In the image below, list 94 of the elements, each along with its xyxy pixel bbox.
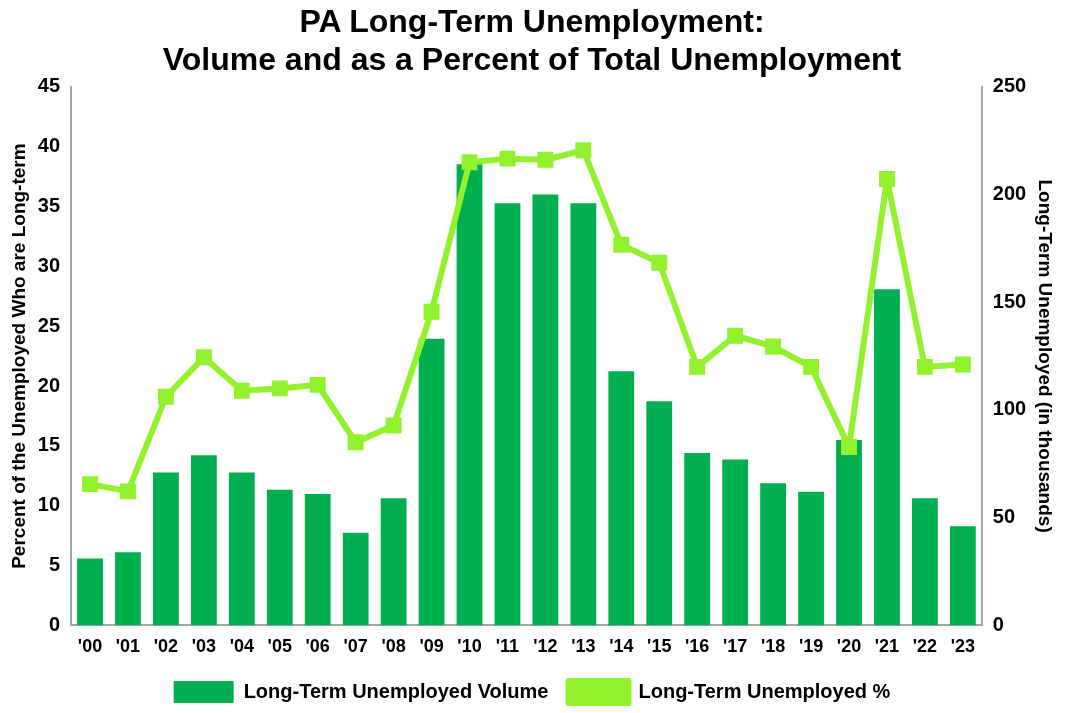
x-tick-label: '23 [950,636,976,657]
y2-tick-label: 100 [992,397,1027,420]
x-tick-label: '09 [419,636,444,657]
point [195,349,212,366]
point [916,358,933,375]
point [499,150,516,167]
x-tick-label: '05 [267,636,292,657]
y2-tick-label: 250 [992,74,1027,97]
x-tick-label: '21 [874,636,900,657]
text: PA Long-Term Unemployment: [299,3,765,40]
point [120,483,136,500]
legend-label: Long-Term Unemployed % [638,679,891,702]
bar [266,489,293,626]
y-tick-label: 30 [37,253,61,276]
x-tick-label: '17 [723,636,748,657]
x-tick-label: '20 [836,636,862,657]
point [689,358,706,375]
point [385,417,402,434]
point [765,338,782,355]
y-tick-label: 20 [37,373,61,396]
legend-label: Long-Term Unemployed Volume [243,679,549,702]
point [82,476,98,493]
bar [798,491,824,626]
x-tick-label: '12 [533,636,558,657]
x-tick-label: '02 [153,636,179,657]
point [879,171,895,187]
point [727,327,744,344]
x-tick-label: '07 [343,636,368,657]
bar [456,164,483,626]
x-tick-label: '00 [77,636,103,657]
x-tick-label: '15 [647,636,672,657]
bar [760,483,787,626]
x-tick-label: '03 [191,636,217,657]
point [233,382,250,399]
point [803,358,820,375]
x-tick-label: '13 [571,636,596,657]
y2-tick-label: 0 [992,612,1004,635]
bar [532,194,559,626]
y-tick-label: 10 [37,493,61,516]
x-tick-label: '08 [381,636,406,657]
x-tick-label: '11 [495,636,520,657]
y-axis-title: Percent of the Unemployed Who are Long-term [7,143,29,569]
x-tick-label: '06 [305,636,330,657]
bar [874,289,900,626]
bar [418,338,445,626]
bar [494,203,521,626]
x-tick-label: '04 [229,636,254,657]
x-tick-label: '18 [760,636,786,657]
point [537,151,554,168]
x-tick-label: '22 [912,636,938,657]
bar [115,552,141,626]
point [347,434,364,451]
bar [608,371,635,626]
y2-tick-label: 150 [992,289,1027,312]
bar [190,455,217,626]
text: Volume and as a Percent of Total Unemployment [162,41,902,78]
y2-axis-title: Long-Term Unemployed (in thousands) [1035,179,1057,533]
x-tick-label: '14 [609,636,634,657]
bar [836,440,862,626]
bar [77,558,103,626]
bar [684,453,711,626]
x-tick-label: '01 [115,636,141,657]
bar [228,472,255,626]
point [271,380,288,397]
y-tick-label: 45 [37,74,61,97]
bar [912,498,938,626]
bar [342,532,369,626]
bar [646,401,673,626]
y2-tick-label: 200 [992,182,1027,205]
point [841,439,857,456]
bar [153,472,179,626]
point [613,236,630,253]
y-tick-label: 35 [37,194,61,216]
x-tick-label: '10 [457,636,482,657]
point [575,142,592,159]
bar [722,459,749,626]
y-tick-label: 15 [37,433,61,456]
point [461,154,478,171]
point [157,388,174,405]
y-tick-label: 0 [48,612,61,635]
y-tick-label: 5 [48,553,61,576]
y-tick-label: 25 [37,313,61,336]
bar [949,526,976,626]
point [651,254,668,271]
bar [380,498,407,626]
bar [304,493,331,626]
point [954,356,971,373]
point [309,376,326,393]
y2-tick-label: 50 [992,505,1016,528]
x-tick-label: '16 [685,636,710,657]
y-tick-label: 40 [37,134,61,157]
bar [570,203,597,626]
x-tick-label: '19 [798,636,824,657]
point [423,303,440,320]
